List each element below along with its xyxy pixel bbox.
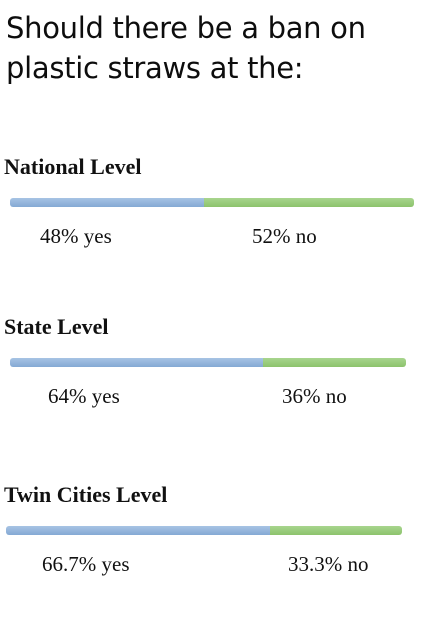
stacked-bar	[10, 198, 414, 207]
title-line-1: Should there be a ban on	[6, 11, 366, 45]
level-state: State Level 64% yes 36% no	[0, 314, 422, 454]
level-label: State Level	[4, 314, 109, 339]
level-label: National Level	[4, 154, 142, 179]
no-percent-label: 36% no	[282, 384, 347, 408]
level-label: Twin Cities Level	[4, 482, 168, 507]
no-segment	[270, 526, 402, 535]
yes-segment	[10, 198, 204, 207]
yes-percent-label: 48% yes	[40, 224, 112, 248]
yes-segment	[10, 358, 264, 367]
no-percent-label: 52% no	[252, 224, 317, 248]
yes-segment	[6, 526, 271, 535]
level-national: National Level 48% yes 52% no	[0, 154, 422, 294]
yes-percent-label: 66.7% yes	[42, 552, 130, 576]
title-line-2: plastic straws at the:	[6, 51, 304, 85]
no-segment	[203, 198, 414, 207]
no-segment	[263, 358, 406, 367]
no-percent-label: 33.3% no	[288, 552, 369, 576]
yes-percent-label: 64% yes	[48, 384, 120, 408]
level-twin-cities: Twin Cities Level 66.7% yes 33.3% no	[0, 482, 422, 622]
stacked-bar	[6, 526, 402, 535]
stacked-bar	[10, 358, 406, 367]
page-title: Should there be a ban on plastic straws …	[6, 8, 418, 88]
